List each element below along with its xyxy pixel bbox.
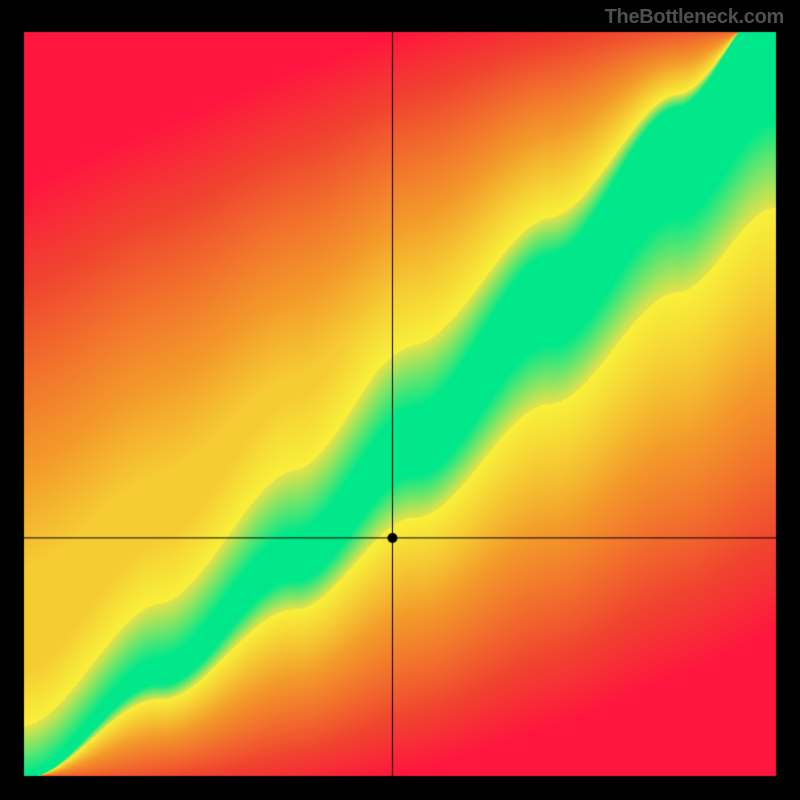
- heatmap-canvas: [0, 0, 800, 800]
- chart-container: TheBottleneck.com: [0, 0, 800, 800]
- watermark-text: TheBottleneck.com: [605, 6, 784, 29]
